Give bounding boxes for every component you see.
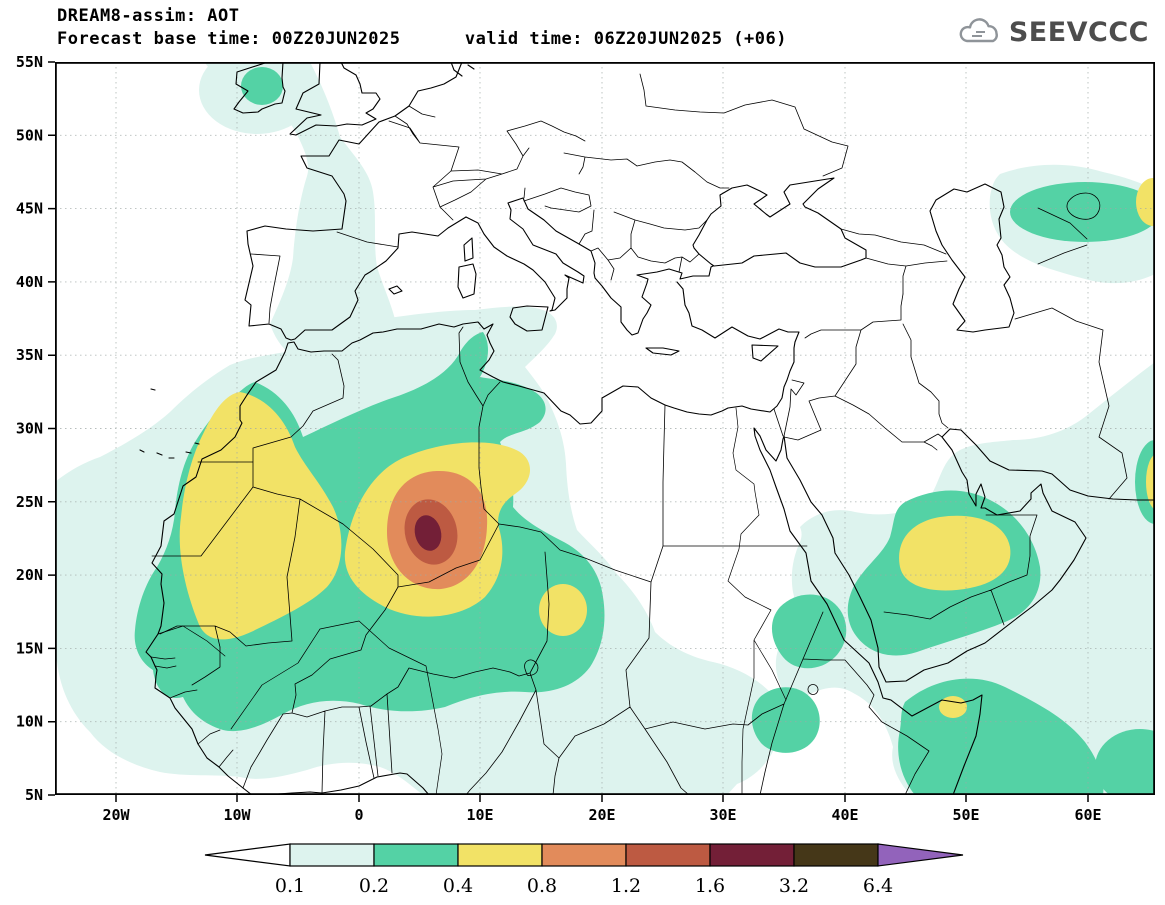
lat-label: 50N: [16, 126, 43, 144]
lon-label: 10E: [466, 806, 493, 824]
logo-text: SEEVCCC: [1008, 16, 1149, 48]
colorbar-label: 0.1: [275, 875, 305, 897]
contour-region-aot02: [1010, 182, 1155, 242]
colorbar-segment: [373, 843, 459, 867]
colorbar-segment: [289, 843, 375, 867]
lat-label: 10N: [16, 713, 43, 731]
colorbar-label: 0.4: [443, 875, 473, 897]
coastline-caspian-sea: [929, 183, 1015, 333]
cloud-icon: [959, 18, 998, 43]
lat-label: 40N: [16, 273, 43, 291]
contour-region-aot01: [205, 62, 398, 372]
seevccc-logo: SEEVCCC: [956, 16, 1149, 48]
lon-label: 10W: [223, 806, 251, 824]
aot-forecast-map: 55N 50N 45N 40N 35N 30N 25N 20N 15N 10N …: [16, 53, 1155, 824]
longitude-axis: 20W 10W 0 10E 20E 30E 40E 50E 60E: [102, 806, 1101, 824]
coastline-arabia-red-sea: [753, 427, 1155, 795]
coastline-britain: [289, 62, 381, 136]
contour-region-aot02: [241, 67, 283, 105]
colorbar-label: 3.2: [779, 875, 809, 897]
lat-label: 20N: [16, 566, 43, 584]
lon-label: 0: [354, 806, 363, 824]
contour-region-aot04: [899, 515, 1011, 591]
chart-title: DREAM8-assim: AOT: [57, 6, 240, 26]
country-borders-mideast: [773, 207, 1128, 626]
coastline-europe-west: [244, 62, 467, 341]
coastline-gulf-of-guinea: [263, 772, 430, 795]
colorbar-label: 0.8: [527, 875, 557, 897]
contour-region-aot04: [939, 696, 967, 718]
contour-region-aot04: [1146, 454, 1155, 510]
country-borders-africa: [150, 326, 930, 795]
contour-region-aot08: [1154, 473, 1155, 491]
gridlines: [55, 62, 1155, 795]
lon-label: 20E: [588, 806, 615, 824]
contour-region-aot02: [751, 687, 820, 753]
lon-label: 30E: [709, 806, 736, 824]
lon-label: 20W: [102, 806, 130, 824]
axis-ticks: [48, 61, 1089, 802]
lat-label: 5N: [25, 786, 43, 804]
lat-label: 45N: [16, 200, 43, 218]
geography-layer: [139, 62, 1155, 795]
contour-region-aot02: [771, 594, 847, 669]
colorbar-label: 6.4: [863, 875, 893, 897]
colorbar-label: 1.2: [611, 875, 641, 897]
coastline-italy-balkans: [465, 197, 714, 336]
country-borders-europe: [250, 73, 948, 324]
rivers: [157, 407, 787, 795]
title-block: DREAM8-assim: AOT Forecast base time: 00…: [57, 6, 787, 49]
colorbar-segment: [457, 843, 543, 867]
coastline-ireland: [233, 62, 286, 114]
lon-label: 50E: [952, 806, 979, 824]
colorbar: 0.1 0.2 0.4 0.8 1.2 1.6 3.2 6.4: [204, 843, 964, 897]
lat-label: 15N: [16, 639, 43, 657]
contour-region-aot04: [179, 392, 342, 640]
contour-region-aot04: [539, 584, 587, 636]
colorbar-arrow-high: [877, 843, 964, 867]
colorbar-label: 0.2: [359, 875, 389, 897]
coastline-anatolia-africa: [145, 281, 800, 795]
map-frame: [54, 61, 1155, 796]
coastline-black-sea: [692, 177, 867, 268]
colorbar-segment: [709, 843, 795, 867]
lat-label: 35N: [16, 346, 43, 364]
lat-label: 55N: [16, 53, 43, 71]
lon-label: 40E: [831, 806, 858, 824]
lat-label: 30N: [16, 420, 43, 438]
contour-region-aot16: [414, 515, 442, 551]
contour-region-aot02: [1095, 729, 1155, 795]
lakes: [524, 192, 1101, 695]
colorbar-segment: [541, 843, 627, 867]
coastline-islands: [139, 62, 779, 459]
lon-label: 60E: [1074, 806, 1101, 824]
colorbar-label: 1.6: [695, 875, 725, 897]
colorbar-segment: [625, 843, 711, 867]
colorbar-arrow-low: [204, 843, 291, 867]
contour-region-aot04: [1136, 178, 1155, 226]
chart-subtitle: Forecast base time: 00Z20JUN2025 valid t…: [57, 29, 787, 49]
lat-label: 25N: [16, 493, 43, 511]
latitude-axis: 55N 50N 45N 40N 35N 30N 25N 20N 15N 10N …: [16, 53, 43, 804]
contour-fill-layer: [55, 62, 1155, 795]
colorbar-segment: [793, 843, 879, 867]
